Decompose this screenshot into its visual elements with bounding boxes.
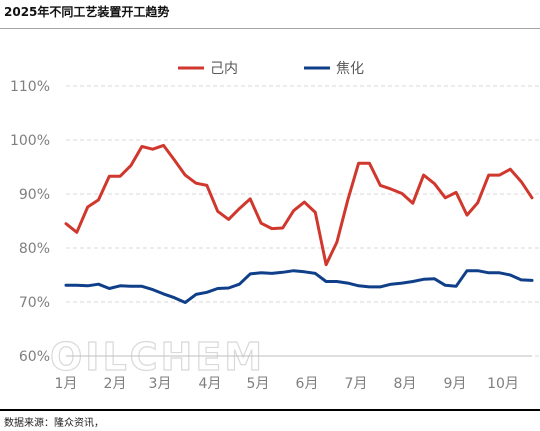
y-tick-label: 110% <box>10 79 50 95</box>
x-tick-label: 6月 <box>296 376 319 392</box>
data-source: 数据来源：隆众资讯， <box>4 418 104 429</box>
legend-label: 己内 <box>210 61 238 77</box>
x-axis: 1月 2月 3月 4月 5月 6月 7月 8月 9月 10月 <box>55 355 532 392</box>
title-divider <box>0 28 540 29</box>
y-tick-label: 90% <box>19 187 50 203</box>
footer-divider <box>0 409 540 411</box>
x-tick-label: 8月 <box>394 376 417 392</box>
x-tick-label: 10月 <box>487 376 519 392</box>
series-group <box>64 143 534 304</box>
legend-label: 焦化 <box>336 61 364 77</box>
x-tick-label: 9月 <box>444 376 467 392</box>
line-chart: OILCHEM 60% 70% 80% 90% 100% 110% 1月 2月 3月 4月 5月 6… <box>10 61 540 392</box>
chart-title: 2025年不同工艺装置开工趋势 <box>4 5 170 19</box>
y-tick-label: 70% <box>19 295 50 311</box>
watermark-logo: OILCHEM <box>50 335 265 379</box>
x-tick-label: 3月 <box>149 376 172 392</box>
y-axis: 60% 70% 80% 90% 100% 110% <box>10 79 50 365</box>
x-tick-label: 2月 <box>104 376 127 392</box>
x-tick-label: 7月 <box>345 376 368 392</box>
series-line-hexene <box>64 143 534 267</box>
y-tick-label: 80% <box>19 241 50 257</box>
y-tick-label: 100% <box>10 133 50 149</box>
legend: 己内 焦化 <box>178 61 364 77</box>
x-tick-label: 4月 <box>199 376 222 392</box>
y-tick-label: 60% <box>19 349 50 365</box>
series-line-coke <box>64 269 534 304</box>
x-tick-label: 5月 <box>247 376 270 392</box>
grid-lines <box>66 85 540 357</box>
x-tick-label: 1月 <box>55 376 78 392</box>
